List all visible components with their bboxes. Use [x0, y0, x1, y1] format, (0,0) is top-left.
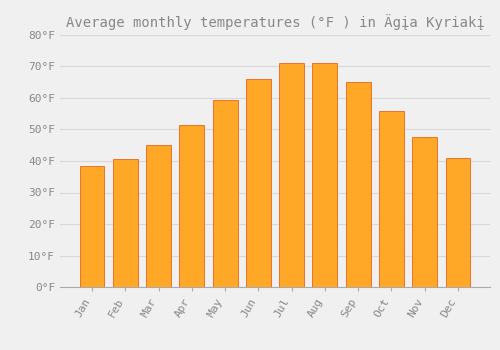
- Title: Average monthly temperatures (°F ) in Ägįa Kyriakį: Average monthly temperatures (°F ) in Äg…: [66, 14, 484, 30]
- Bar: [113, 159, 138, 287]
- Bar: [379, 111, 404, 287]
- Bar: [279, 63, 304, 287]
- Bar: [146, 145, 171, 287]
- Bar: [412, 137, 437, 287]
- Bar: [346, 82, 370, 287]
- Bar: [212, 99, 238, 287]
- Bar: [246, 79, 271, 287]
- Bar: [180, 125, 204, 287]
- Bar: [312, 63, 338, 287]
- Bar: [446, 158, 470, 287]
- Bar: [80, 166, 104, 287]
